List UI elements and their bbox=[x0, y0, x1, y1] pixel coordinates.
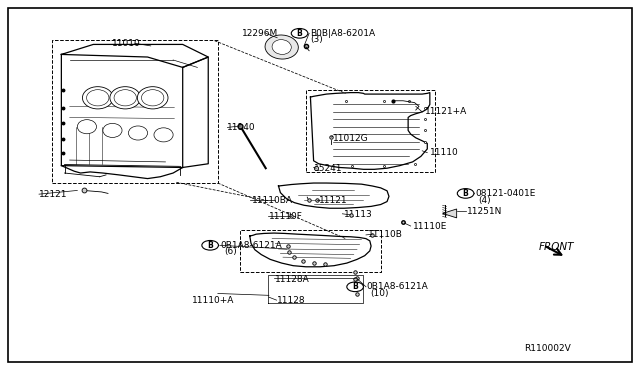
Ellipse shape bbox=[129, 126, 148, 140]
Text: B: B bbox=[352, 282, 358, 291]
Text: B: B bbox=[463, 189, 468, 198]
Text: 11110E: 11110E bbox=[413, 221, 447, 231]
Text: 12296M: 12296M bbox=[242, 29, 278, 38]
Text: 11251N: 11251N bbox=[467, 207, 502, 216]
Text: 11110F: 11110F bbox=[269, 212, 303, 221]
Text: 11110: 11110 bbox=[430, 148, 459, 157]
Text: FRONT: FRONT bbox=[538, 242, 574, 252]
Circle shape bbox=[291, 29, 308, 38]
Ellipse shape bbox=[265, 35, 298, 59]
Text: 11110B: 11110B bbox=[368, 230, 403, 240]
Circle shape bbox=[458, 189, 474, 198]
Text: (3): (3) bbox=[310, 35, 323, 44]
Text: 0B1A8-6121A: 0B1A8-6121A bbox=[366, 282, 428, 291]
Ellipse shape bbox=[272, 40, 291, 54]
Text: B: B bbox=[207, 241, 213, 250]
Text: (10): (10) bbox=[370, 289, 388, 298]
Text: 11128: 11128 bbox=[277, 296, 306, 305]
Text: 11110+A: 11110+A bbox=[192, 296, 235, 305]
Text: 11010: 11010 bbox=[113, 39, 141, 48]
Text: 11128A: 11128A bbox=[275, 275, 310, 284]
Text: (6): (6) bbox=[224, 247, 237, 256]
Text: B: B bbox=[297, 29, 303, 38]
Text: 11110BA: 11110BA bbox=[252, 196, 292, 205]
Text: R110002V: R110002V bbox=[524, 344, 571, 353]
Ellipse shape bbox=[77, 120, 97, 134]
Ellipse shape bbox=[83, 87, 113, 109]
Circle shape bbox=[202, 240, 218, 250]
Text: 11140: 11140 bbox=[227, 123, 256, 132]
Text: 11121: 11121 bbox=[319, 196, 348, 205]
Ellipse shape bbox=[154, 128, 173, 142]
Polygon shape bbox=[443, 209, 457, 218]
Ellipse shape bbox=[138, 87, 168, 109]
Text: 08121-0401E: 08121-0401E bbox=[476, 189, 536, 198]
Text: 0B1A8-6121A: 0B1A8-6121A bbox=[220, 241, 282, 250]
Text: 15241: 15241 bbox=[314, 164, 342, 173]
Circle shape bbox=[347, 282, 364, 292]
Ellipse shape bbox=[103, 124, 122, 137]
Text: 11012G: 11012G bbox=[333, 134, 369, 143]
Text: 12121: 12121 bbox=[39, 190, 67, 199]
Text: 11113: 11113 bbox=[344, 211, 372, 219]
Text: (4): (4) bbox=[478, 196, 491, 205]
Ellipse shape bbox=[110, 87, 141, 109]
Text: 11121+A: 11121+A bbox=[426, 108, 468, 116]
Text: B0B|A8-6201A: B0B|A8-6201A bbox=[310, 29, 375, 38]
